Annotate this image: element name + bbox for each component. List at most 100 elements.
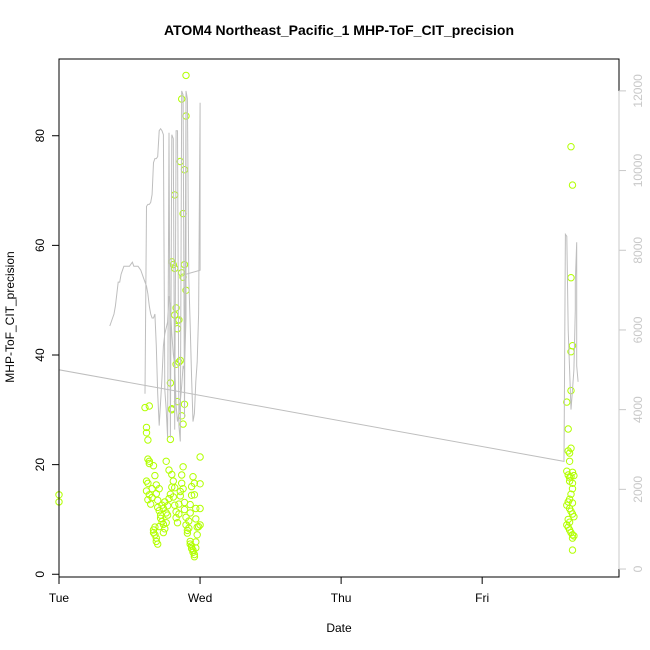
series-layer [55, 71, 579, 561]
data-point [149, 462, 158, 470]
data-point [168, 470, 176, 479]
data-point [190, 479, 199, 487]
data-point [192, 538, 200, 546]
y-tick-label: 80 [33, 129, 47, 143]
x-tick-label: Thu [331, 591, 352, 605]
data-point [154, 496, 162, 504]
data-point [159, 520, 168, 529]
data-point [568, 342, 577, 350]
data-point [144, 479, 152, 487]
data-point [145, 402, 154, 410]
data-point [142, 477, 151, 485]
data-point [187, 544, 196, 553]
series-points-0 [55, 71, 578, 561]
data-point [192, 504, 200, 513]
data-point [163, 511, 172, 519]
y2-tick-label: 0 [631, 565, 645, 572]
data-point [196, 480, 204, 488]
data-point [568, 531, 577, 539]
data-point [175, 510, 183, 518]
x-axis-label: Date [326, 621, 352, 635]
data-point [567, 386, 575, 395]
data-point [567, 490, 575, 498]
data-point [155, 485, 163, 493]
data-point [162, 509, 170, 517]
data-point [148, 485, 156, 493]
data-point [149, 526, 158, 534]
data-point [142, 423, 151, 432]
y-tick-label: 20 [33, 458, 47, 472]
data-point [144, 436, 152, 444]
y2-tick-label: 10000 [631, 154, 645, 188]
data-point [196, 504, 204, 513]
y2-tick-label: 4000 [631, 396, 645, 423]
y-axis-right: 0 2000 4000 6000 8000 10000 12000 [618, 74, 645, 572]
data-point [145, 457, 154, 465]
y2-tick-label: 6000 [631, 316, 645, 343]
data-point [183, 529, 192, 537]
data-point [154, 503, 162, 512]
y2-tick-label: 12000 [631, 74, 645, 108]
data-point [179, 485, 187, 493]
data-point [183, 526, 192, 535]
data-point [565, 457, 574, 465]
data-point [564, 425, 572, 433]
data-point [178, 479, 186, 487]
data-point [151, 471, 159, 480]
data-point [145, 459, 154, 468]
x-axis: Tue Wed Thu Fri [49, 576, 489, 605]
data-point [179, 463, 187, 471]
data-point [185, 517, 193, 525]
data-point [142, 429, 151, 437]
data-point [173, 519, 182, 527]
data-point [563, 467, 571, 475]
data-point [568, 181, 577, 189]
data-point [568, 534, 577, 542]
data-point [176, 492, 185, 500]
data-point [180, 505, 189, 514]
data-point [567, 444, 575, 452]
data-point [565, 449, 574, 457]
data-point [565, 474, 574, 482]
data-point [196, 521, 204, 529]
data-point [187, 491, 196, 499]
data-point [186, 500, 194, 509]
data-point [194, 522, 203, 531]
data-point [172, 360, 180, 368]
data-point [567, 143, 575, 151]
data-point [568, 479, 577, 487]
data-point [186, 537, 194, 546]
data-point [178, 471, 186, 479]
data-point [186, 509, 194, 517]
data-point [563, 398, 571, 406]
data-point [193, 531, 201, 539]
data-point [165, 494, 173, 503]
y-tick-label: 60 [33, 238, 47, 252]
chart-title: ATOM4 Northeast_Pacific_1 MHP-ToF_CIT_pr… [164, 22, 514, 38]
series-line-1 [58, 232, 579, 462]
y2-tick-label: 8000 [631, 237, 645, 264]
data-point [141, 403, 149, 412]
data-point [163, 502, 172, 510]
data-point [144, 455, 152, 463]
data-point [570, 471, 578, 480]
y-tick-label: 0 [33, 571, 47, 578]
data-point [570, 532, 578, 540]
data-point [190, 553, 199, 561]
y-tick-label: 40 [33, 348, 47, 362]
data-point [182, 71, 190, 80]
data-point [172, 304, 180, 312]
data-point [568, 468, 577, 476]
data-point [171, 484, 179, 492]
data-point [568, 546, 577, 554]
y2-tick-label: 2000 [631, 476, 645, 503]
data-point [185, 524, 193, 532]
y-axis-label: MHP-ToF_CIT_precision [3, 251, 17, 382]
data-point [169, 493, 178, 501]
data-point [162, 457, 170, 465]
series-line-2 [109, 90, 201, 442]
x-tick-label: Tue [49, 591, 70, 605]
data-point [190, 491, 199, 499]
data-point [196, 453, 204, 461]
